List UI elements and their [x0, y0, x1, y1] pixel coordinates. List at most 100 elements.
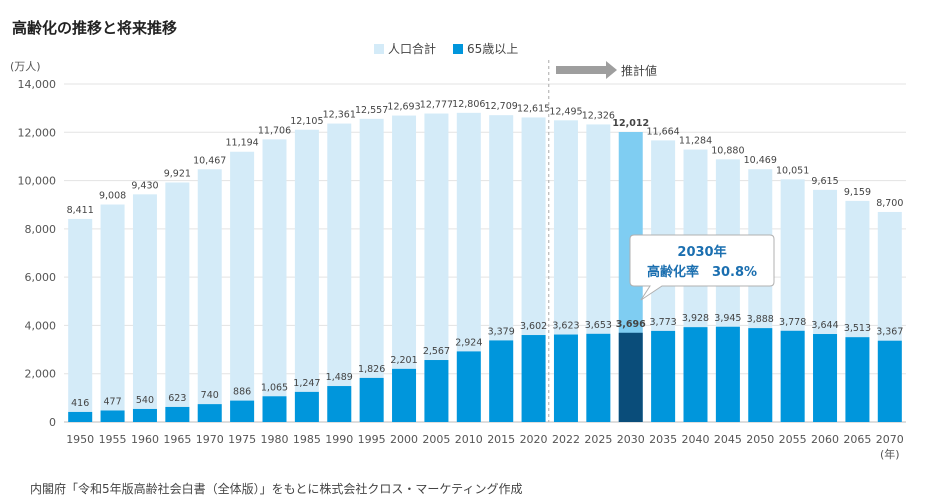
- x-tick-label-1985: 1985: [293, 433, 321, 446]
- callout-year: 2030年: [677, 244, 726, 260]
- bars: 8,411 416 9,008 477 9,430 540 9,921 623 10,467 74…: [67, 99, 903, 423]
- data-label-elderly-2045: 3,945: [714, 313, 741, 324]
- legend: 人口合計 65歳以上: [374, 41, 518, 56]
- data-label-population-1985: 12,105: [290, 116, 323, 127]
- bar-elderly-1980: [262, 396, 287, 422]
- data-label-elderly-1955: 477: [104, 396, 122, 407]
- bar-population-1965: [165, 182, 190, 422]
- y-axis-ticks: 0 2,000 4,000 6,000 8,000 10,000 12,000 14,000: [18, 78, 57, 429]
- data-label-elderly-2060: 3,644: [811, 320, 838, 331]
- chart-title: 高齢化の推移と将来推移: [12, 19, 177, 37]
- data-label-elderly-1980: 1,065: [261, 382, 288, 393]
- x-tick-label-1995: 1995: [358, 433, 386, 446]
- data-label-elderly-1960: 540: [136, 395, 154, 406]
- bar-elderly-1985: [294, 391, 319, 422]
- data-label-elderly-2000: 2,201: [390, 355, 417, 366]
- data-label-population-2022: 12,495: [549, 106, 582, 117]
- data-label-elderly-1985: 1,247: [293, 378, 320, 389]
- data-label-elderly-1990: 1,489: [326, 372, 353, 383]
- y-tick-label: 14,000: [18, 78, 57, 91]
- data-label-population-2065: 9,159: [844, 187, 871, 198]
- bar-elderly-1960: [132, 408, 157, 422]
- x-tick-label-2035: 2035: [649, 433, 677, 446]
- x-tick-label-2025: 2025: [584, 433, 612, 446]
- bar-elderly-2040: [683, 327, 708, 422]
- legend-swatch-elderly: [453, 44, 463, 54]
- bar-elderly-1975: [230, 400, 255, 422]
- data-label-elderly-2065: 3,513: [844, 323, 871, 334]
- bar-population-1950: [68, 218, 93, 422]
- data-label-population-2040: 11,284: [679, 136, 712, 147]
- bar-population-1960: [132, 194, 157, 422]
- bar-elderly-2030: [618, 332, 643, 422]
- x-tick-label-1965: 1965: [163, 433, 191, 446]
- y-tick-label: 6,000: [25, 271, 57, 284]
- data-label-population-1950: 8,411: [67, 205, 94, 216]
- data-label-elderly-2025: 3,653: [585, 320, 612, 331]
- x-tick-label-2030: 2030: [617, 433, 645, 446]
- bar-elderly-2055: [780, 330, 805, 422]
- data-label-elderly-2055: 3,778: [779, 317, 806, 328]
- data-label-population-2010: 12,806: [452, 99, 485, 110]
- x-tick-label-2055: 2055: [779, 433, 807, 446]
- y-tick-label: 10,000: [18, 175, 57, 188]
- legend-swatch-population: [374, 44, 384, 54]
- x-tick-label-1990: 1990: [325, 433, 353, 446]
- data-label-population-1955: 9,008: [99, 191, 126, 202]
- data-label-population-2015: 12,709: [485, 101, 518, 112]
- y-tick-label: 12,000: [18, 126, 57, 139]
- x-tick-label-2040: 2040: [682, 433, 710, 446]
- data-label-population-2030: 12,012: [612, 118, 649, 129]
- bar-population-1975: [230, 151, 255, 422]
- data-label-population-2050: 10,469: [744, 155, 777, 166]
- data-label-population-1980: 11,706: [258, 125, 291, 136]
- data-label-population-2000: 12,693: [387, 102, 420, 113]
- bar-elderly-2060: [813, 334, 838, 422]
- data-label-elderly-2040: 3,928: [682, 313, 709, 324]
- data-label-elderly-1950: 416: [71, 398, 89, 409]
- bar-population-1970: [197, 169, 222, 422]
- y-tick-label: 4,000: [25, 319, 57, 332]
- data-label-population-2055: 10,051: [776, 165, 809, 176]
- bar-elderly-1995: [359, 377, 384, 422]
- bar-population-1995: [359, 118, 384, 423]
- x-axis-ticks: 1950 1955 1960 1965 1970 1975 1980 1985 1990 1995…: [66, 433, 904, 446]
- bar-elderly-1965: [165, 406, 190, 422]
- bar-elderly-2045: [715, 326, 740, 422]
- x-tick-label-2000: 2000: [390, 433, 418, 446]
- highlight-callout: 2030年 高齢化率 30.8%: [629, 234, 775, 301]
- x-tick-label-1970: 1970: [196, 433, 224, 446]
- data-label-elderly-1965: 623: [168, 393, 186, 404]
- data-label-population-1965: 9,921: [164, 168, 191, 179]
- data-label-elderly-2030: 3,696: [616, 319, 646, 330]
- data-label-elderly-1975: 886: [233, 387, 251, 398]
- y-tick-label: 2,000: [25, 368, 57, 381]
- data-label-elderly-1970: 740: [201, 390, 219, 401]
- data-label-population-2045: 10,880: [711, 145, 744, 156]
- bar-elderly-1990: [327, 386, 352, 422]
- legend-label-elderly: 65歳以上: [467, 42, 518, 56]
- x-tick-label-2010: 2010: [455, 433, 483, 446]
- bar-elderly-2000: [392, 368, 417, 422]
- x-tick-label-2005: 2005: [422, 433, 450, 446]
- bar-elderly-2005: [424, 360, 449, 422]
- data-label-population-1960: 9,430: [131, 180, 158, 191]
- x-tick-label-1980: 1980: [261, 433, 289, 446]
- bar-population-1985: [294, 129, 319, 422]
- data-label-elderly-1995: 1,826: [358, 364, 385, 375]
- bar-elderly-1950: [68, 411, 93, 422]
- data-label-elderly-2020: 3,602: [520, 321, 547, 332]
- bar-population-1955: [100, 204, 125, 422]
- callout-rate: 高齢化率 30.8%: [647, 264, 757, 280]
- bar-elderly-2022: [553, 334, 578, 422]
- data-label-population-2035: 11,664: [646, 126, 679, 137]
- bar-elderly-1970: [197, 404, 222, 422]
- x-tick-label-1955: 1955: [99, 433, 127, 446]
- data-label-elderly-2010: 2,924: [455, 337, 482, 348]
- x-tick-label-2050: 2050: [746, 433, 774, 446]
- data-label-population-2020: 12,615: [517, 103, 550, 114]
- x-tick-label-2065: 2065: [843, 433, 871, 446]
- data-label-population-2060: 9,615: [811, 176, 838, 187]
- gridlines: [64, 83, 906, 423]
- bar-population-1980: [262, 139, 287, 422]
